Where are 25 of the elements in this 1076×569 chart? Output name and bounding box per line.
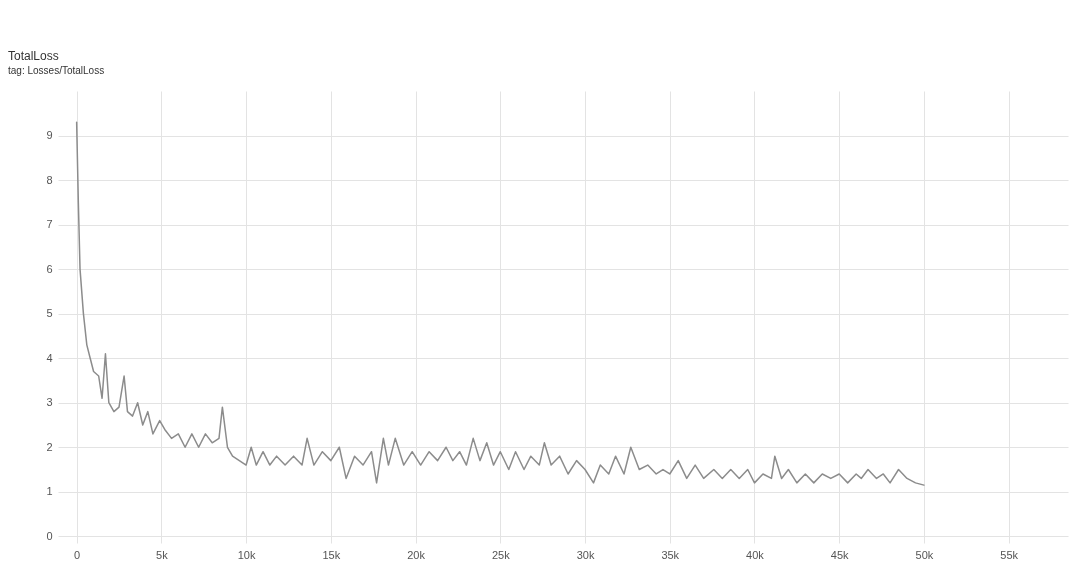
x-tick-label: 55k [1000, 548, 1019, 561]
y-tick-label: 8 [46, 173, 53, 186]
x-tick-label: 15k [322, 548, 341, 561]
y-tick-label: 9 [46, 129, 53, 142]
x-tick-label: 45k [830, 548, 850, 561]
x-tick-label: 35k [661, 548, 680, 561]
y-tick-label: 0 [46, 529, 53, 542]
y-tick-label: 4 [46, 351, 53, 364]
x-tick-label: 50k [915, 548, 934, 561]
x-tick-label: 30k [576, 548, 595, 561]
y-tick-label: 1 [46, 485, 53, 498]
x-tick-label: 0 [74, 548, 81, 561]
y-tick-label: 2 [46, 440, 53, 453]
x-tick-label: 40k [746, 548, 765, 561]
y-tick-label: 7 [46, 218, 53, 231]
x-tick-label: 20k [407, 548, 426, 561]
y-tick-label: 5 [46, 307, 53, 320]
x-tick-label: 10k [237, 548, 256, 561]
y-tick-label: 3 [46, 396, 53, 409]
chart-title: TotalLoss [8, 49, 59, 63]
chart-subtitle: tag: Losses/TotalLoss [8, 65, 105, 76]
x-tick-label: 5k [156, 548, 169, 561]
line-series [75, 121, 925, 486]
x-tick-label: 25k [491, 548, 511, 561]
y-tick-label: 6 [46, 262, 53, 275]
